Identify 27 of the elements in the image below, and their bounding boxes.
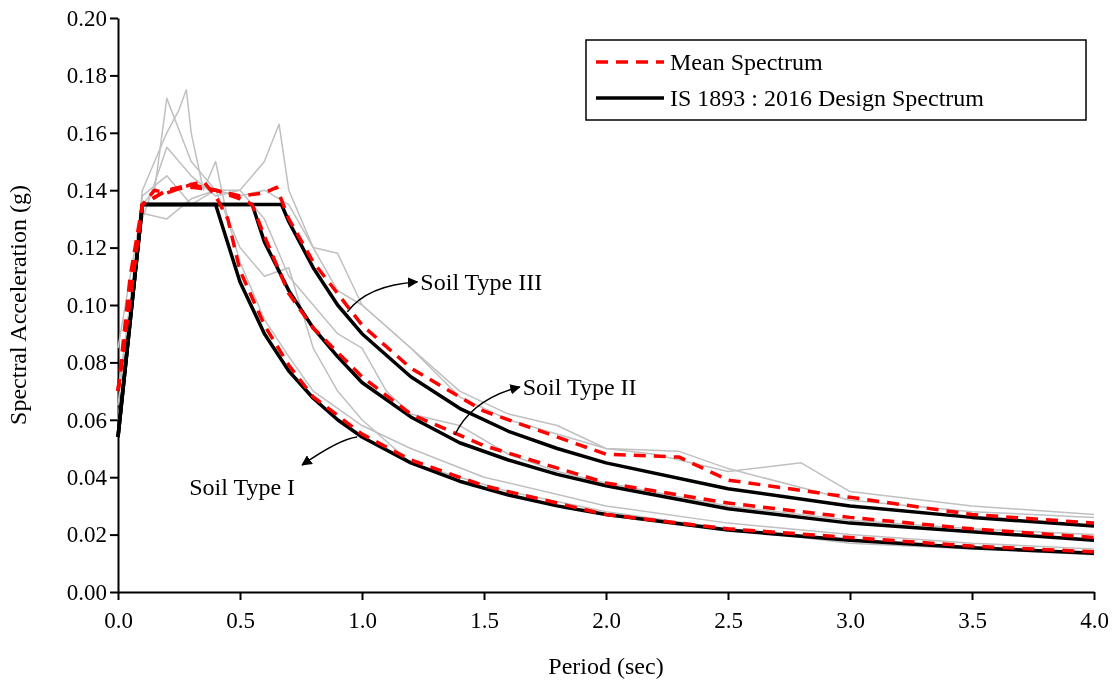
x-tick-label: 1.5 bbox=[470, 608, 499, 634]
y-tick-label: 0.08 bbox=[66, 350, 107, 376]
y-axis-title: Spectral Acceleration (g) bbox=[5, 185, 31, 425]
y-tick-label: 0.12 bbox=[66, 235, 107, 261]
x-tick-label: 3.5 bbox=[958, 608, 987, 634]
x-tick-label: 2.0 bbox=[592, 608, 621, 634]
annotation: Soil Type II bbox=[522, 374, 637, 401]
y-tick-label: 0.18 bbox=[66, 63, 107, 89]
x-tick-label: 2.5 bbox=[714, 608, 743, 634]
y-tick-label: 0.00 bbox=[66, 579, 107, 605]
legend-label: IS 1893 : 2016 Design Spectrum bbox=[670, 85, 985, 111]
y-tick-label: 0.02 bbox=[66, 522, 107, 548]
x-tick-label: 0.0 bbox=[104, 608, 133, 634]
x-tick-label: 4.0 bbox=[1080, 608, 1109, 634]
annotation: Soil Type I bbox=[189, 474, 296, 501]
y-tick-label: 0.20 bbox=[66, 5, 107, 31]
legend-label: Mean Spectrum bbox=[670, 49, 823, 75]
y-tick-label: 0.06 bbox=[66, 407, 107, 433]
x-tick-label: 1.0 bbox=[348, 608, 377, 634]
x-tick-label: 3.0 bbox=[836, 608, 865, 634]
y-tick-label: 0.16 bbox=[66, 120, 107, 146]
y-tick-label: 0.10 bbox=[66, 292, 107, 318]
x-axis-title: Period (sec) bbox=[548, 653, 664, 679]
y-tick-label: 0.14 bbox=[66, 178, 108, 204]
x-tick-label: 0.5 bbox=[226, 608, 255, 634]
y-tick-label: 0.04 bbox=[66, 465, 108, 491]
annotation: Soil Type III bbox=[420, 268, 543, 295]
